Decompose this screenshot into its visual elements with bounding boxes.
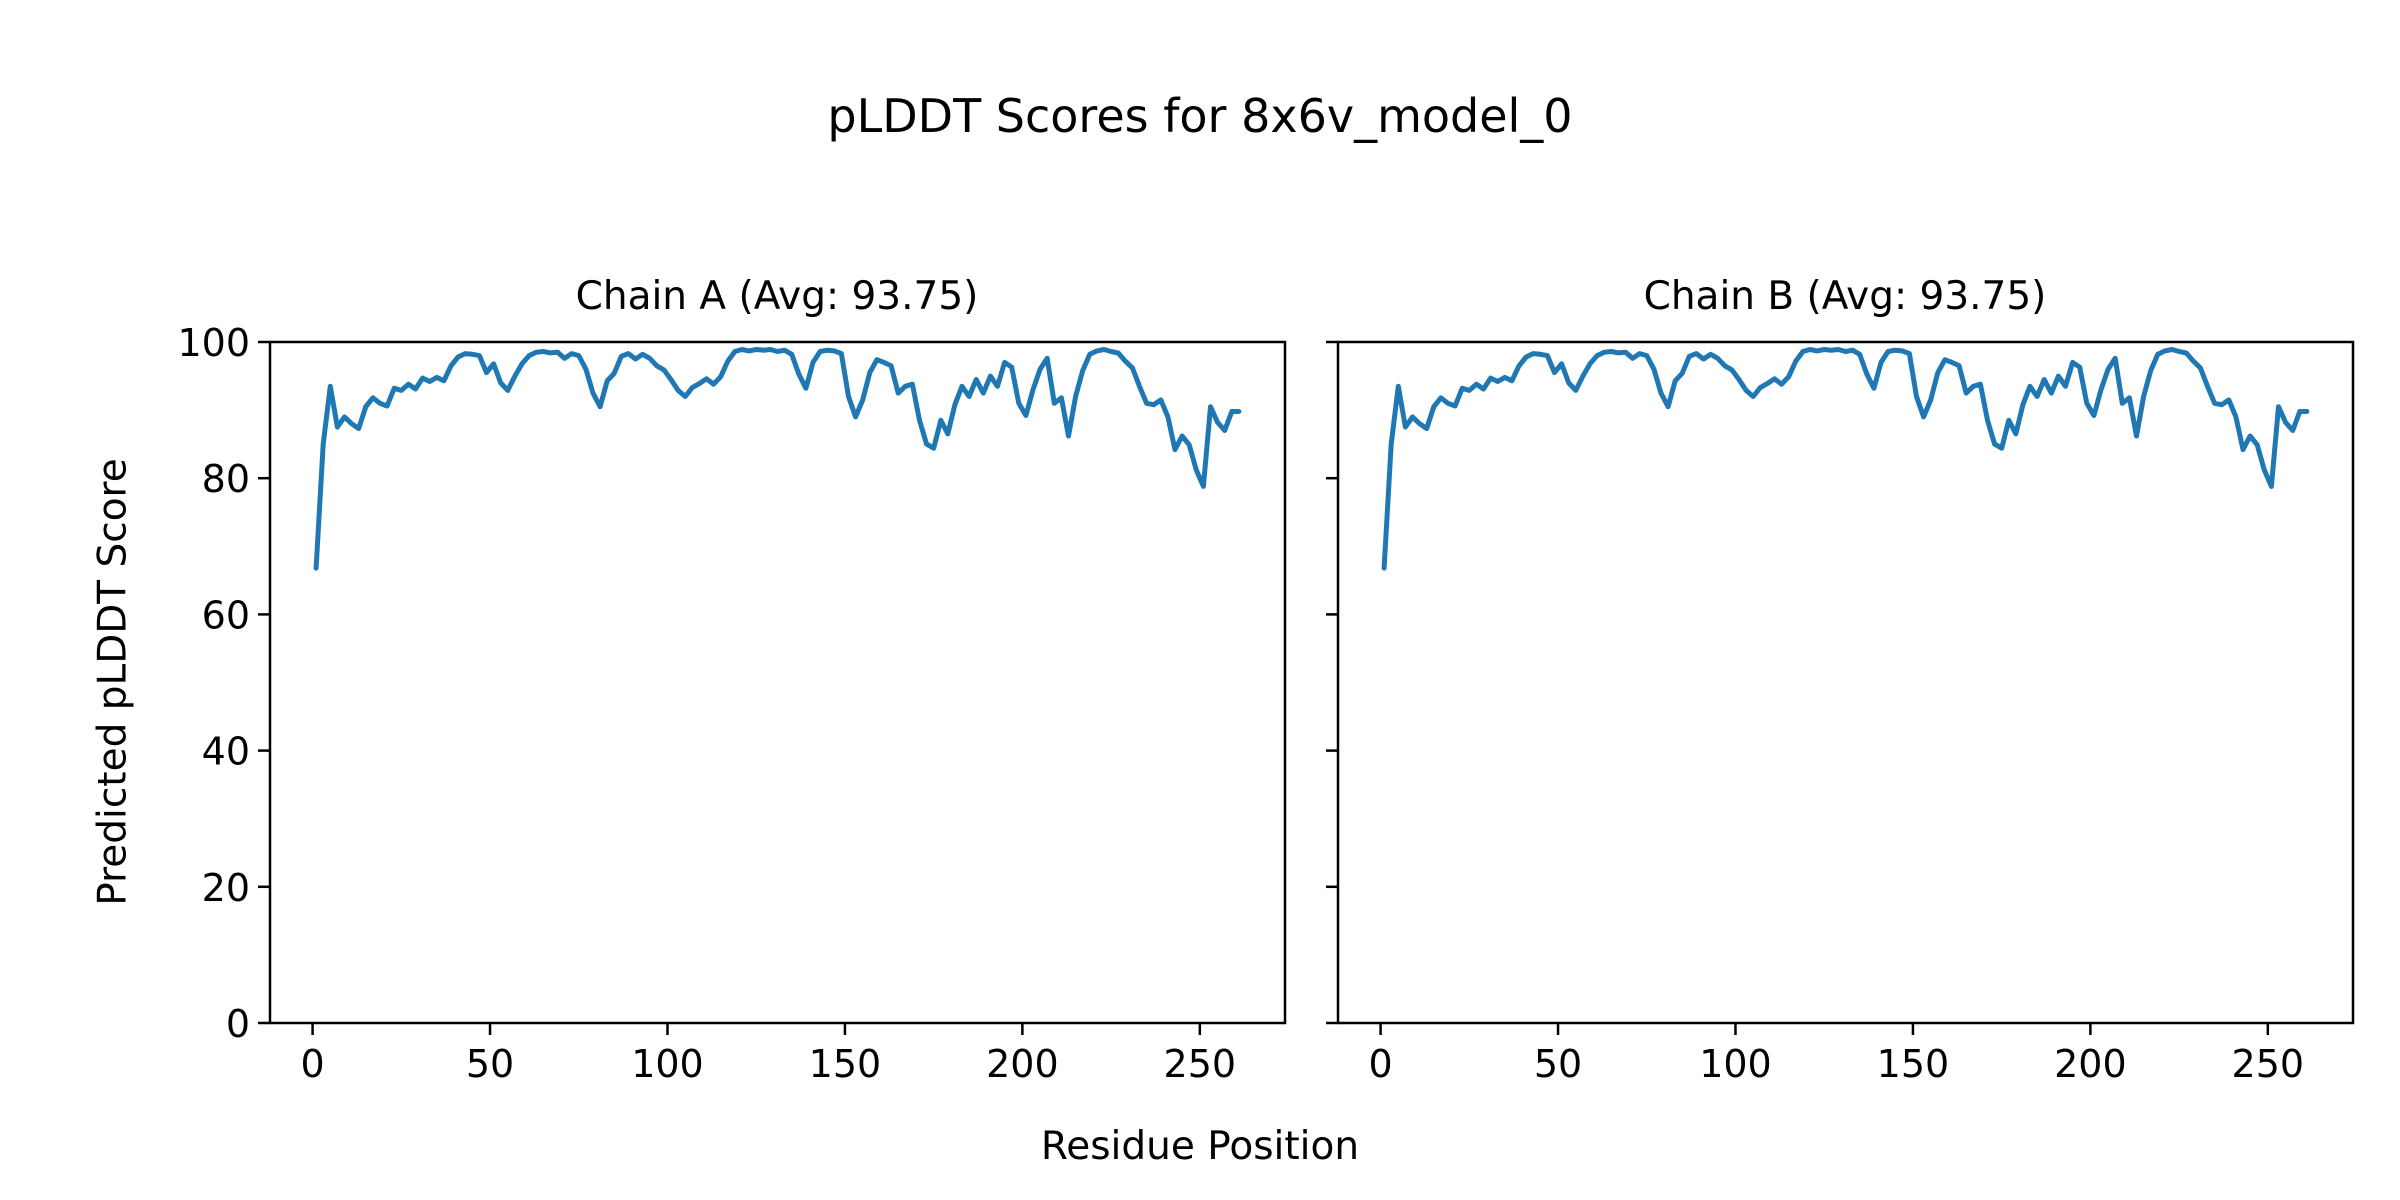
axes-chain-b: 0 50 100 150 200 250 [1326, 340, 2355, 1086]
y-tick-label: 40 [202, 730, 250, 774]
x-tick-label: 50 [1534, 1042, 1582, 1086]
axes-frame-chain-a [268, 340, 1287, 1025]
axes-frame-chain-b [1336, 340, 2355, 1025]
y-tick-label: 60 [202, 593, 250, 637]
x-tick-label: 250 [2232, 1042, 2305, 1086]
subplot-title-chain-a: Chain A (Avg: 93.75) [575, 274, 979, 319]
x-tick-label: 0 [1368, 1042, 1392, 1086]
x-tick-label: 150 [1877, 1042, 1950, 1086]
x-tick-label: 50 [466, 1042, 514, 1086]
x-tick-label: 200 [2054, 1042, 2127, 1086]
y-tick-label: 20 [202, 866, 250, 910]
axes-chain-a: 0 50 100 150 200 250 0 20 40 60 80 100 [177, 321, 1287, 1086]
y-tick-label: 100 [177, 321, 250, 365]
plddt-line-chain-b [1381, 347, 2310, 571]
x-tick-label: 100 [631, 1042, 704, 1086]
y-tick-label: 80 [202, 457, 250, 501]
figure-title: pLDDT Scores for 8x6v_model_0 [827, 89, 1573, 143]
subplot-title-chain-b: Chain B (Avg: 93.75) [1643, 274, 2047, 319]
x-tick-label: 100 [1699, 1042, 1772, 1086]
x-axis-label: Residue Position [1040, 1124, 1360, 1169]
x-tick-label: 250 [1164, 1042, 1237, 1086]
y-tick-label: 0 [226, 1002, 250, 1046]
x-tick-label: 0 [300, 1042, 324, 1086]
x-tick-label: 150 [809, 1042, 882, 1086]
x-tick-label: 200 [986, 1042, 1059, 1086]
plddt-line-chain-a [313, 347, 1242, 571]
